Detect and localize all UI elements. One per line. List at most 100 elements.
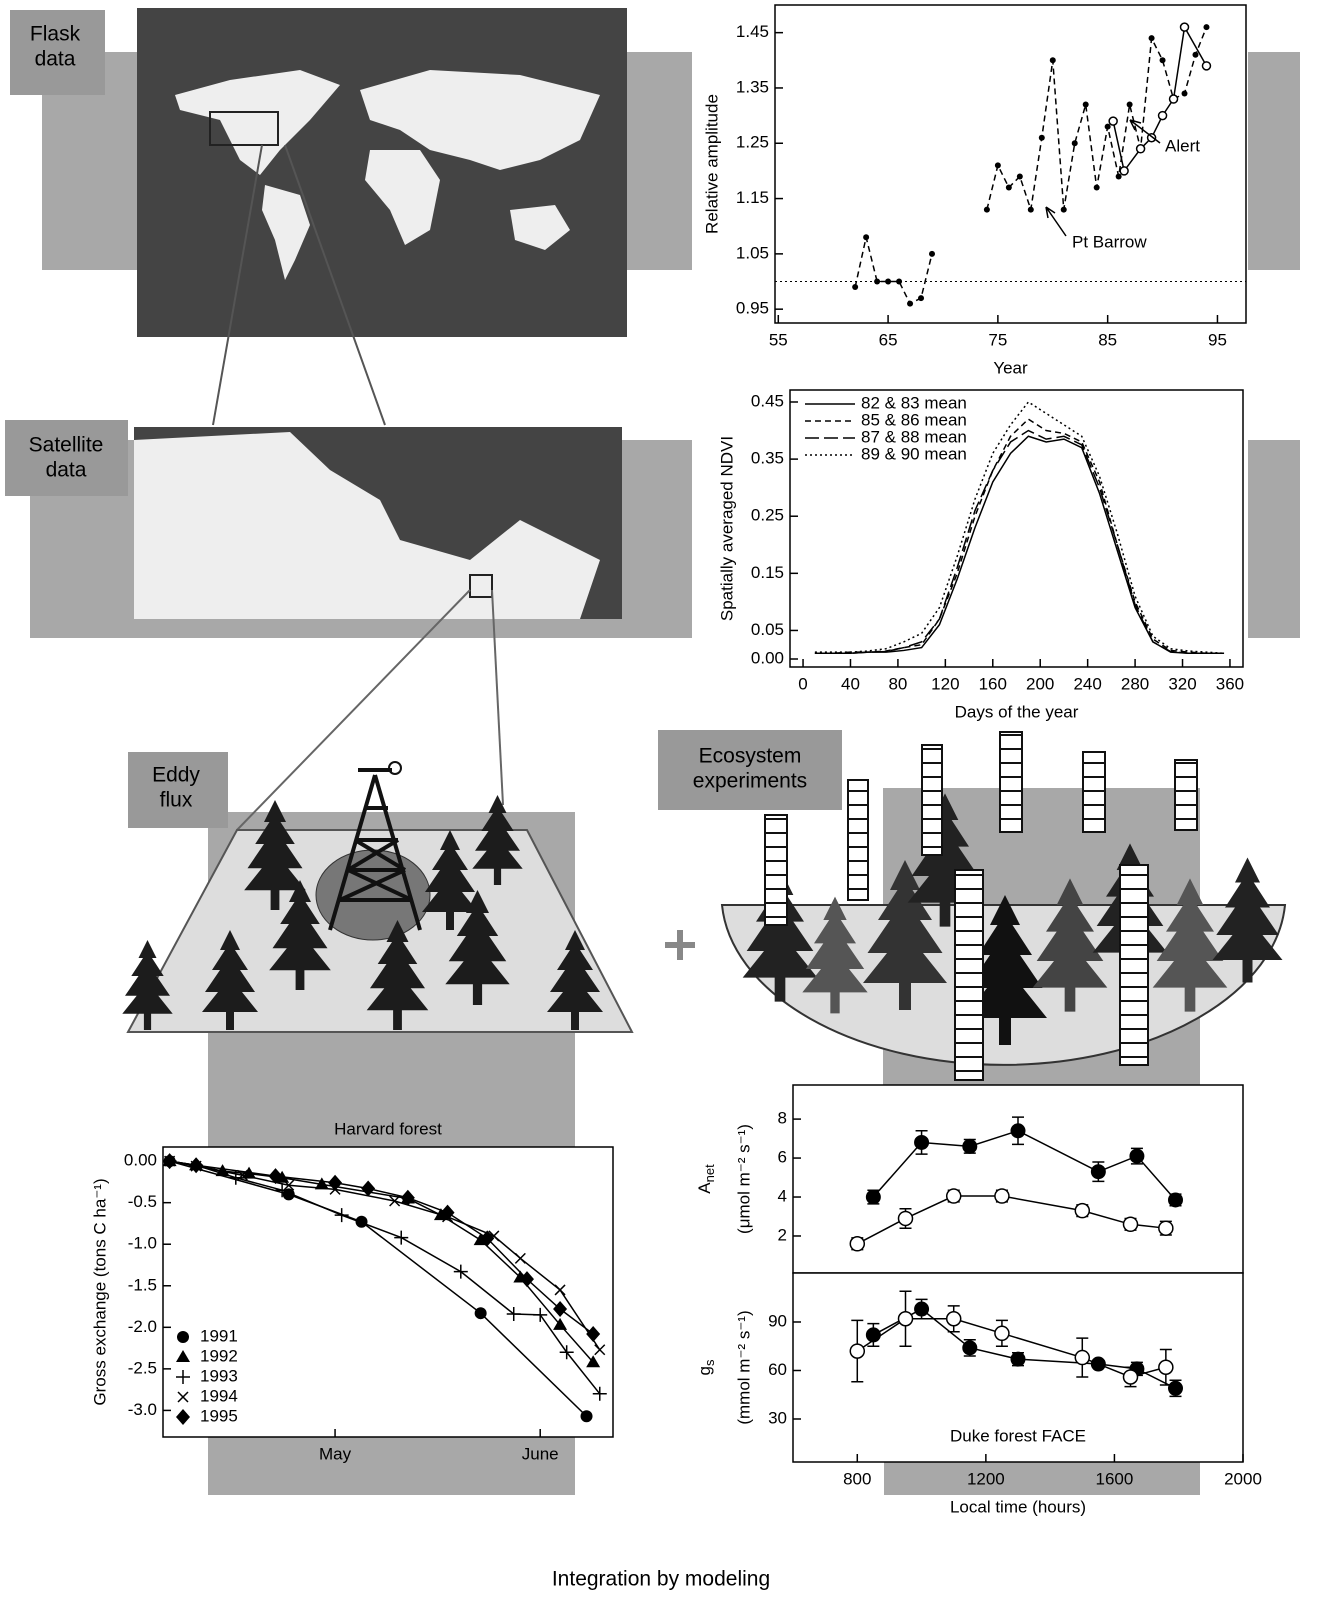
point (1010, 1351, 1026, 1367)
x-tick-label: 55 (769, 330, 788, 349)
y-axis-label-sub: s (702, 1359, 717, 1366)
y-tick-label: 90 (768, 1311, 787, 1330)
point (334, 1208, 349, 1223)
panel-label: data (35, 48, 76, 71)
continent (510, 205, 570, 250)
panel-label: flux (160, 789, 193, 812)
legend-label: 89 & 90 mean (861, 444, 967, 463)
point (1158, 1220, 1174, 1236)
point (162, 1153, 177, 1170)
continents (175, 70, 600, 280)
access-tower (1119, 864, 1149, 1066)
y-axis-label-main: g (695, 1366, 714, 1375)
panel-label: experiments (693, 770, 807, 793)
point (945, 1188, 962, 1204)
point (1108, 116, 1118, 126)
zoom-line (236, 589, 471, 831)
band (884, 1462, 1200, 1495)
y-tick-label: 0.00 (124, 1151, 157, 1170)
legend-label: 85 & 86 mean (861, 410, 967, 429)
point (1016, 173, 1023, 180)
x-tick-label: 120 (931, 674, 959, 693)
legend-marker (177, 1331, 189, 1343)
legend-label: 1993 (200, 1366, 238, 1385)
y-tick-label: -3.0 (128, 1400, 157, 1419)
y-tick-label: 0.05 (751, 620, 784, 639)
point (1192, 51, 1199, 58)
legend-label: 1991 (200, 1326, 238, 1345)
footprint (315, 849, 431, 941)
panel-label: Eddy (152, 764, 200, 787)
point (994, 162, 1001, 169)
legend-label: 1992 (200, 1346, 238, 1365)
point (1201, 61, 1212, 71)
continent (175, 70, 340, 175)
legend-label: 87 & 88 mean (861, 427, 967, 446)
zoom-line (284, 144, 386, 426)
point (594, 1344, 606, 1356)
band (1248, 52, 1300, 270)
y-axis-label: Gross exchange (tons C ha⁻¹) (90, 1178, 109, 1405)
zoom-line (212, 144, 263, 426)
point (1010, 1123, 1026, 1139)
x-tick-label: 2000 (1224, 1469, 1262, 1488)
y-axis-label: gs (695, 1359, 717, 1375)
y-tick-label: 1.25 (736, 133, 769, 152)
point (1115, 173, 1122, 180)
point (994, 1188, 1010, 1204)
point (1157, 110, 1168, 121)
y-tick-label: 0.00 (751, 648, 784, 667)
point (1074, 1349, 1091, 1366)
y-tick-label: 60 (768, 1360, 787, 1379)
point (994, 1325, 1010, 1342)
access-tower (764, 814, 788, 926)
y-axis-units: (mmol m⁻² s⁻¹) (734, 1310, 753, 1424)
point (586, 1325, 601, 1342)
point (863, 234, 870, 241)
x-tick-label: May (319, 1444, 352, 1463)
point (849, 1343, 866, 1359)
y-tick-label: 1.35 (736, 77, 769, 96)
point (394, 1230, 409, 1245)
x-axis-label: Days of the year (955, 702, 1079, 721)
access-tower (954, 869, 984, 1081)
point (983, 206, 990, 213)
point (559, 1345, 574, 1360)
label-box (658, 730, 842, 810)
x-tick-label: 240 (1073, 674, 1101, 693)
series-line (814, 400, 1225, 655)
point (1168, 1380, 1183, 1396)
x-tick-label: 65 (879, 330, 898, 349)
point (361, 1180, 376, 1197)
x-axis-label: Year (993, 358, 1028, 377)
point (400, 1189, 415, 1206)
point (480, 1230, 495, 1247)
continent (360, 70, 600, 170)
point (1168, 1192, 1183, 1208)
point (897, 1311, 914, 1327)
x-tick-label: 360 (1216, 674, 1244, 693)
point (962, 1138, 978, 1154)
point (1104, 123, 1111, 130)
x-tick-label: 200 (1026, 674, 1054, 693)
y-tick-label: 2 (778, 1225, 787, 1244)
y-tick-label: 1.45 (736, 22, 769, 41)
point (553, 1317, 568, 1330)
land (134, 432, 600, 619)
point (1122, 1216, 1139, 1233)
x-tick-label: 160 (979, 674, 1007, 693)
panel-label: Satellite (29, 434, 104, 457)
y-tick-label: 6 (778, 1148, 787, 1167)
legend-label: 1994 (200, 1386, 238, 1405)
point (1203, 24, 1210, 31)
x-tick-label: 95 (1208, 330, 1227, 349)
y-axis-label: Spatially averaged NDVI (717, 436, 736, 621)
point (874, 278, 881, 285)
point (918, 295, 925, 302)
point (1060, 206, 1067, 213)
point (440, 1204, 455, 1221)
tower (328, 761, 422, 931)
point (1181, 90, 1188, 97)
y-tick-label: 30 (768, 1408, 787, 1427)
legend-label: 82 & 83 mean (861, 393, 967, 412)
